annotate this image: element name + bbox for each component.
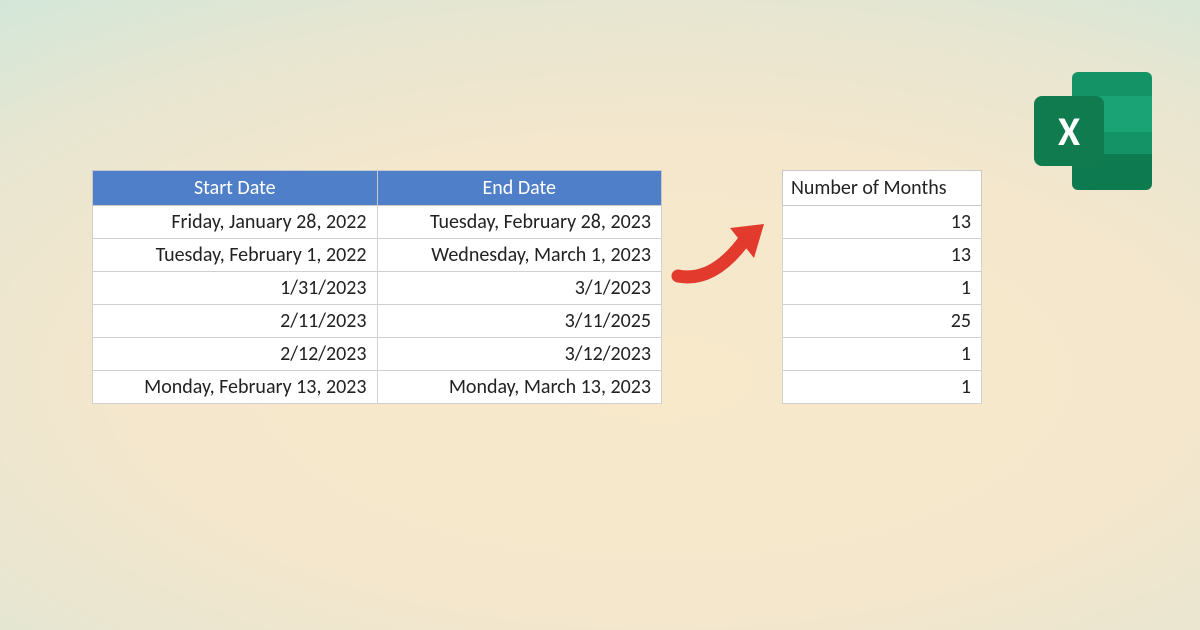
cell-end: Tuesday, February 28, 2023 [377,206,662,239]
cell-start: 2/11/2023 [93,305,378,338]
dates-table: Start Date End Date Friday, January 28, … [92,170,662,404]
table-row: Tuesday, February 1, 2022 Wednesday, Mar… [93,239,662,272]
cell-end: 3/1/2023 [377,272,662,305]
cell-end: Wednesday, March 1, 2023 [377,239,662,272]
cell-start: 2/12/2023 [93,338,378,371]
cell-months: 13 [783,239,982,272]
cell-months: 13 [783,206,982,239]
table-row: 2/12/2023 3/12/2023 [93,338,662,371]
cell-start: Monday, February 13, 2023 [93,371,378,404]
cell-end: 3/11/2025 [377,305,662,338]
table-row: 25 [783,305,982,338]
cell-months: 1 [783,371,982,404]
cell-end: Monday, March 13, 2023 [377,371,662,404]
table-row: Monday, February 13, 2023 Monday, March … [93,371,662,404]
dates-header-start: Start Date [93,171,378,206]
cell-months: 1 [783,338,982,371]
cell-start: Tuesday, February 1, 2022 [93,239,378,272]
cell-end: 3/12/2023 [377,338,662,371]
arrow-icon [662,170,782,370]
dates-header-end: End Date [377,171,662,206]
cell-months: 1 [783,272,982,305]
table-row: 1 [783,338,982,371]
excel-icon-letter: X [1058,107,1080,156]
table-row: 13 [783,206,982,239]
table-row: 2/11/2023 3/11/2025 [93,305,662,338]
table-row: 1 [783,371,982,404]
table-row: 13 [783,239,982,272]
table-row: 1 [783,272,982,305]
cell-start: 1/31/2023 [93,272,378,305]
months-table: Number of Months 13 13 1 25 1 1 [782,170,982,404]
table-row: Friday, January 28, 2022 Tuesday, Februa… [93,206,662,239]
table-row: 1/31/2023 3/1/2023 [93,272,662,305]
cell-months: 25 [783,305,982,338]
content-area: Start Date End Date Friday, January 28, … [92,170,1108,410]
cell-start: Friday, January 28, 2022 [93,206,378,239]
months-header: Number of Months [783,171,982,206]
